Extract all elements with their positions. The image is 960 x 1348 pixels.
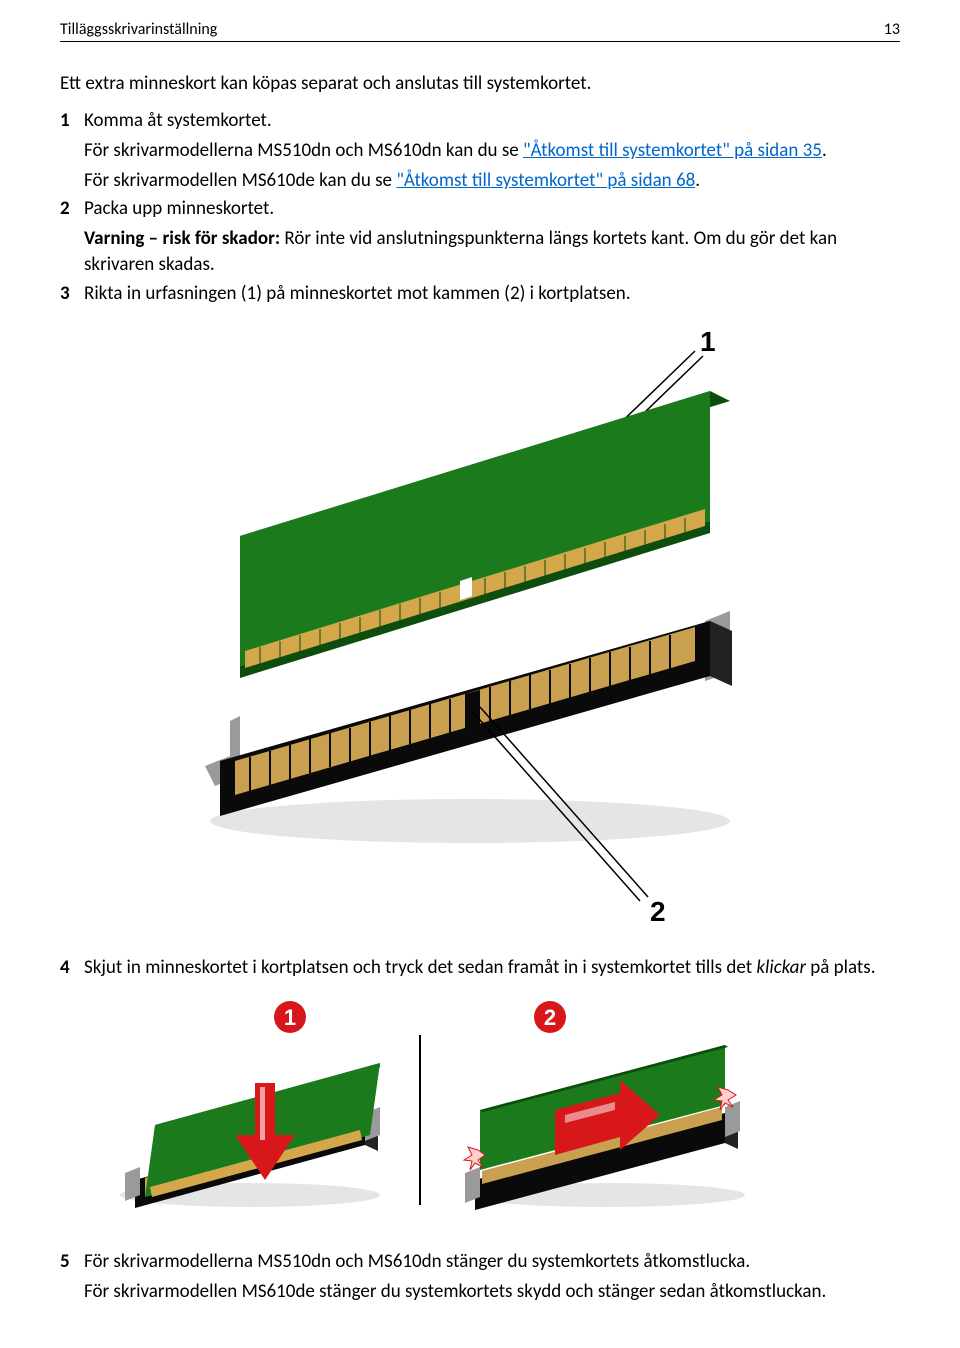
badge-2-text: 2	[544, 1005, 556, 1030]
step-1-text: Komma åt systemkortet.	[84, 109, 900, 132]
step-1-sub1: För skrivarmodellerna MS510dn och MS610d…	[84, 138, 900, 164]
step-1-sub2: För skrivarmodellen MS610de kan du se "Å…	[84, 168, 900, 194]
intro-text: Ett extra minneskort kan köpas separat o…	[60, 72, 900, 95]
figure-insert-card: 1 2	[60, 995, 780, 1225]
memory-card	[240, 391, 730, 678]
step-2-text: Packa upp minneskortet.	[84, 197, 900, 220]
step-2-warning: Varning – risk för skador: Rör inte vid …	[84, 226, 900, 277]
step-5: 5 För skrivarmodellerna MS510dn och MS61…	[60, 1250, 900, 1273]
step-1: 1 Komma åt systemkortet.	[60, 109, 900, 132]
step-3: 3 Rikta in urfasningen (1) på minneskort…	[60, 282, 900, 305]
header-title: Tilläggsskrivarinställning	[60, 20, 217, 39]
figure-memory-card-align: 1	[120, 321, 840, 941]
step-1-num: 1	[60, 109, 84, 132]
badge-1-text: 1	[284, 1005, 296, 1030]
step-2-num: 2	[60, 197, 84, 220]
step-4-text: Skjut in minneskortet i kortplatsen och …	[84, 956, 900, 979]
step-2: 2 Packa upp minneskortet.	[60, 197, 900, 220]
step-3-text: Rikta in urfasningen (1) på minneskortet…	[84, 282, 900, 305]
step-4-num: 4	[60, 956, 84, 979]
step-3-num: 3	[60, 282, 84, 305]
page-header: Tilläggsskrivarinställning 13	[60, 20, 900, 42]
step-5-num: 5	[60, 1250, 84, 1273]
warning-label: Varning – risk för skador:	[84, 227, 284, 250]
step-5-sub: För skrivarmodellen MS610de stänger du s…	[84, 1279, 900, 1305]
figure1-label-1: 1	[700, 326, 716, 357]
figure1-label-2: 2	[650, 896, 666, 927]
step-5-text: För skrivarmodellerna MS510dn och MS610d…	[84, 1250, 900, 1273]
link-page-35[interactable]: "Åtkomst till systemkortet" på sidan 35	[523, 139, 822, 162]
step-4: 4 Skjut in minneskortet i kortplatsen oc…	[60, 956, 900, 979]
figure2-panel-2	[464, 1045, 745, 1210]
link-page-68[interactable]: "Åtkomst till systemkortet" på sidan 68	[396, 169, 695, 192]
figure2-panel-1	[120, 1063, 380, 1208]
page-number: 13	[884, 20, 900, 39]
